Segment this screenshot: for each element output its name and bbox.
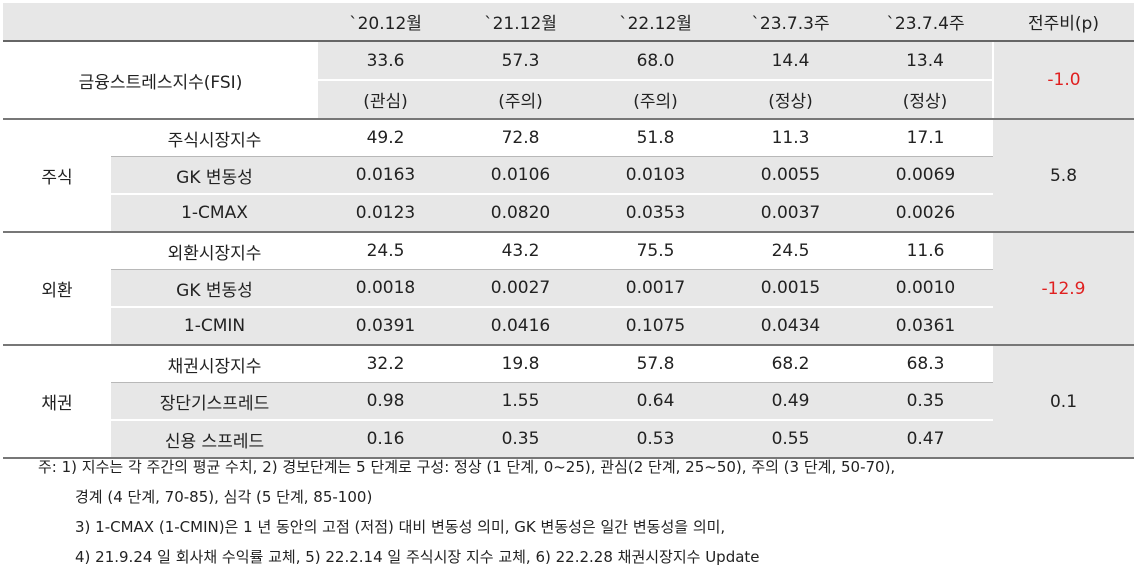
fsi-level: (정상): [723, 80, 858, 120]
cell: 72.8: [453, 119, 588, 157]
cell: 0.0017: [588, 269, 723, 308]
group-stock-label: 주식: [3, 119, 111, 233]
cell: 0.1075: [588, 307, 723, 346]
fsi-value: 33.6: [318, 41, 453, 81]
cell: 19.8: [453, 345, 588, 383]
row-label: GK 변동성: [111, 269, 318, 308]
cell: 75.5: [588, 232, 723, 270]
group-bond-label: 채권: [3, 345, 111, 459]
cell: 57.8: [588, 345, 723, 383]
cell: 0.0123: [318, 194, 453, 233]
cell: 68.3: [858, 345, 993, 383]
cell: 0.47: [858, 420, 993, 459]
cell: 0.0391: [318, 307, 453, 346]
cell: 0.0361: [858, 307, 993, 346]
cell: 0.0027: [453, 269, 588, 308]
cell: 0.98: [318, 382, 453, 421]
cell: 24.5: [723, 232, 858, 270]
cell: 43.2: [453, 232, 588, 270]
fsi-value: 13.4: [858, 41, 994, 81]
row-label: 1-CMIN: [111, 307, 318, 346]
cell: 0.0820: [453, 194, 588, 233]
header-blank: [3, 3, 318, 42]
header-col: `23.7.4주: [858, 3, 993, 42]
header-col: `21.12월: [453, 3, 588, 42]
footnote-line: 주: 1) 지수는 각 주간의 평균 수치, 2) 경보단계는 5 단계로 구성…: [38, 458, 896, 476]
table-row: 장단기스프레드 0.98 1.55 0.64 0.49 0.35: [3, 382, 1134, 421]
cell: 0.0026: [858, 194, 993, 233]
group-fx-change: -12.9: [993, 232, 1134, 346]
fsi-label: 금융스트레스지수(FSI): [3, 41, 318, 120]
cell: 11.3: [723, 119, 858, 157]
row-label: 신용 스프레드: [111, 420, 318, 459]
footnote-line: 4) 21.9.24 일 회사채 수익률 교체, 5) 22.2.14 일 주식…: [75, 548, 760, 566]
table-row: 외환 외환시장지수 24.5 43.2 75.5 24.5 11.6 -12.9: [3, 232, 1134, 346]
table-row: 신용 스프레드 0.16 0.35 0.53 0.55 0.47: [3, 420, 1134, 459]
group-stock-change: 5.8: [993, 119, 1134, 233]
cell: 0.0163: [318, 156, 453, 195]
cell: 32.2: [318, 345, 453, 383]
cell: 0.35: [453, 420, 588, 459]
footnote-line: 3) 1-CMAX (1-CMIN)은 1 년 동안의 고점 (저점) 대비 변…: [75, 518, 726, 536]
header-col-change: 전주비(p): [993, 3, 1134, 42]
row-label: GK 변동성: [111, 156, 318, 195]
fsi-level: (관심): [318, 80, 453, 120]
fsi-level: (주의): [453, 80, 588, 120]
fsi-value: 14.4: [723, 41, 858, 81]
cell: 0.55: [723, 420, 858, 459]
cell: 49.2: [318, 119, 453, 157]
fsi-table: `20.12월 `21.12월 `22.12월 `23.7.3주 `23.7.4…: [3, 3, 1134, 459]
table-row: 1-CMIN 0.0391 0.0416 0.1075 0.0434 0.036…: [3, 307, 1134, 346]
row-label: 채권시장지수: [111, 345, 318, 383]
group-bond-change: 0.1: [993, 345, 1134, 459]
table-row: 1-CMAX 0.0123 0.0820 0.0353 0.0037 0.002…: [3, 194, 1134, 233]
table-row: 채권 채권시장지수 32.2 19.8 57.8 68.2 68.3 0.1: [3, 345, 1134, 459]
cell: 0.49: [723, 382, 858, 421]
cell: 0.0353: [588, 194, 723, 233]
cell: 0.0103: [588, 156, 723, 195]
cell: 0.0069: [858, 156, 993, 195]
cell: 1.55: [453, 382, 588, 421]
fsi-level: (주의): [588, 80, 723, 120]
fsi-levels-row: (관심) (주의) (주의) (정상) (정상): [3, 80, 1134, 120]
cell: 0.53: [588, 420, 723, 459]
fsi-values-row: 금융스트레스지수(FSI) 33.6 57.3 68.0 14.4 13.4 -…: [3, 41, 1134, 120]
cell: 11.6: [858, 232, 993, 270]
cell: 0.0416: [453, 307, 588, 346]
cell: 0.64: [588, 382, 723, 421]
row-label: 1-CMAX: [111, 194, 318, 233]
footnotes: 주: 1) 지수는 각 주간의 평균 수치, 2) 경보단계는 5 단계로 구성…: [38, 452, 895, 572]
table-row: GK 변동성 0.0163 0.0106 0.0103 0.0055 0.006…: [3, 156, 1134, 195]
fsi-level: (정상): [858, 80, 994, 120]
cell: 51.8: [588, 119, 723, 157]
cell: 68.2: [723, 345, 858, 383]
footnote-line: 경계 (4 단계, 70-85), 심각 (5 단계, 85-100): [75, 488, 373, 506]
header-row: `20.12월 `21.12월 `22.12월 `23.7.3주 `23.7.4…: [3, 3, 1134, 42]
cell: 0.35: [858, 382, 993, 421]
cell: 0.0015: [723, 269, 858, 308]
fsi-value: 57.3: [453, 41, 588, 81]
cell: 24.5: [318, 232, 453, 270]
cell: 0.16: [318, 420, 453, 459]
cell: 0.0010: [858, 269, 993, 308]
cell: 0.0037: [723, 194, 858, 233]
group-fx-label: 외환: [3, 232, 111, 346]
table-row: 주식 주식시장지수 49.2 72.8 51.8 11.3 17.1 5.8: [3, 119, 1134, 233]
cell: 0.0018: [318, 269, 453, 308]
row-label: 주식시장지수: [111, 119, 318, 157]
row-label: 외환시장지수: [111, 232, 318, 270]
cell: 0.0434: [723, 307, 858, 346]
table-row: GK 변동성 0.0018 0.0027 0.0017 0.0015 0.001…: [3, 269, 1134, 308]
row-label: 장단기스프레드: [111, 382, 318, 421]
header-col: `20.12월: [318, 3, 453, 42]
header-col: `22.12월: [588, 3, 723, 42]
fsi-change: -1.0: [993, 41, 1134, 120]
header-col: `23.7.3주: [723, 3, 858, 42]
cell: 0.0055: [723, 156, 858, 195]
cell: 17.1: [858, 119, 993, 157]
cell: 0.0106: [453, 156, 588, 195]
fsi-value: 68.0: [588, 41, 723, 81]
